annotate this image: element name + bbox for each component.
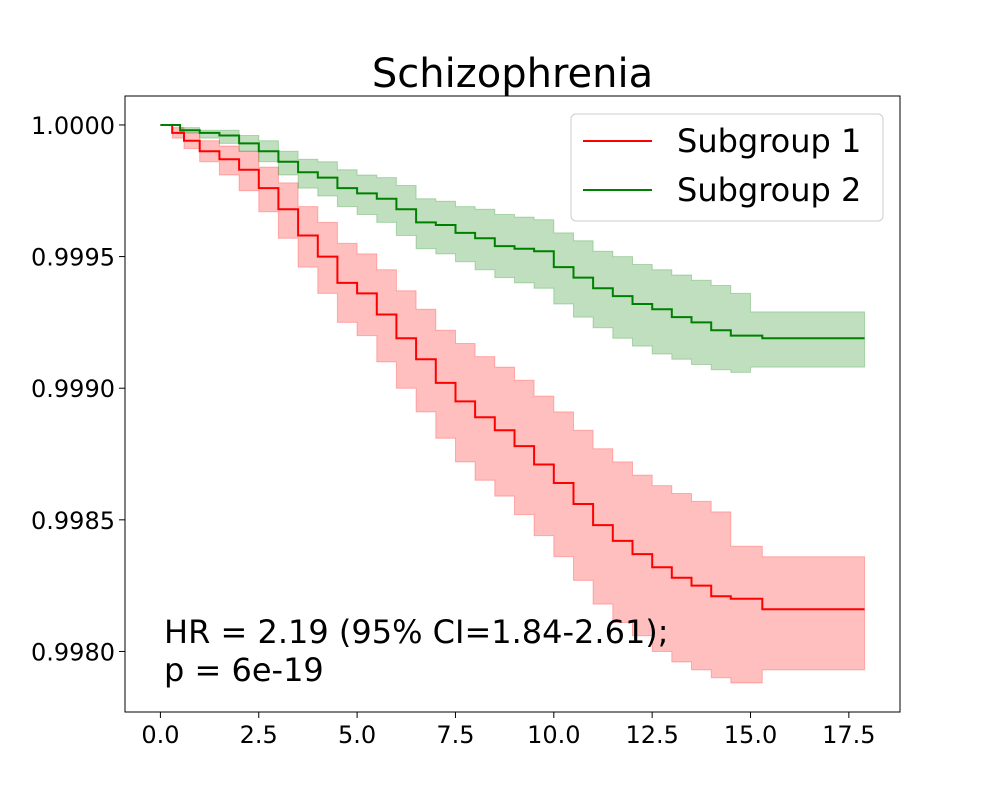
survival-line-series-2: [160, 124, 865, 340]
y-tick-label: 0.9985: [31, 507, 115, 535]
x-tick-label: 10.0: [527, 721, 580, 749]
hazard-ratio-annotation: HR = 2.19 (95% CI=1.84-2.61); p = 6e-19: [164, 613, 669, 689]
axes: 0.0 2.5 5.0 7.5 10.0 12.5 15.0 17.5 0.9980 0.9985…: [31, 95, 901, 749]
y-tick-label: 1.0000: [31, 112, 115, 140]
x-tick-label: 12.5: [625, 721, 678, 749]
legend: Subgroup 1 Subgroup 2: [570, 113, 884, 222]
y-tick-label: 0.9990: [31, 375, 115, 403]
x-tick-label: 2.5: [240, 721, 278, 749]
y-tick-label: 0.9995: [31, 244, 115, 272]
x-tick-label: 5.0: [338, 721, 376, 749]
y-tick-label: 0.9980: [31, 638, 115, 666]
survival-line-series-1: [160, 124, 865, 611]
x-tick-label: 15.0: [724, 721, 777, 749]
plot-area: [160, 124, 866, 684]
x-tick-label: 0.0: [141, 721, 179, 749]
x-tick-label: 7.5: [436, 721, 474, 749]
legend-label-series-2: Subgroup 2: [677, 171, 861, 209]
chart-title: Schizophrenia: [372, 51, 653, 97]
p-value-text: p = 6e-19: [164, 651, 324, 689]
plot-frame: [124, 95, 901, 713]
hr-text: HR = 2.19 (95% CI=1.84-2.61);: [164, 613, 669, 651]
survival-curves: [160, 124, 865, 611]
legend-label-series-1: Subgroup 1: [677, 122, 861, 160]
x-tick-label: 17.5: [822, 721, 875, 749]
